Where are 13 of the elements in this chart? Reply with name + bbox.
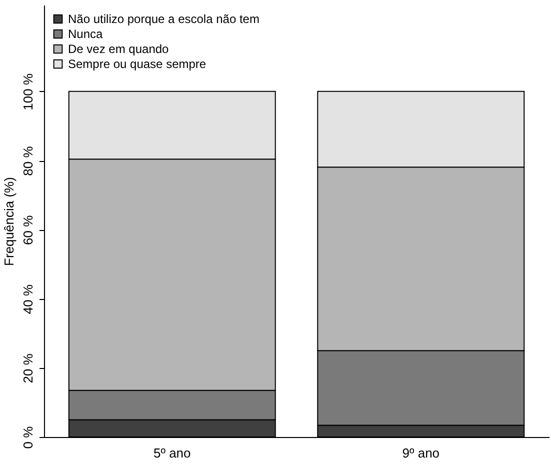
x-tick-label: 9º ano xyxy=(402,446,440,460)
y-tick-label: 80 % xyxy=(20,146,36,176)
y-axis-title: Frequência (%) xyxy=(2,177,16,266)
y-tick-label: 20 % xyxy=(20,353,36,384)
y-tick-label: 40 % xyxy=(20,284,36,314)
legend-label: Nunca xyxy=(68,27,104,41)
legend-label: De vez em quando xyxy=(68,42,170,56)
y-tick-label: 0 % xyxy=(20,426,36,449)
x-tick-label: 5º ano xyxy=(153,446,191,460)
y-tick-label: 100 % xyxy=(20,73,36,110)
y-tick-label: 60 % xyxy=(20,214,36,245)
legend-label: Não utilizo porque a escola não tem xyxy=(68,12,260,26)
legend-label: Sempre ou quase sempre xyxy=(68,57,206,71)
